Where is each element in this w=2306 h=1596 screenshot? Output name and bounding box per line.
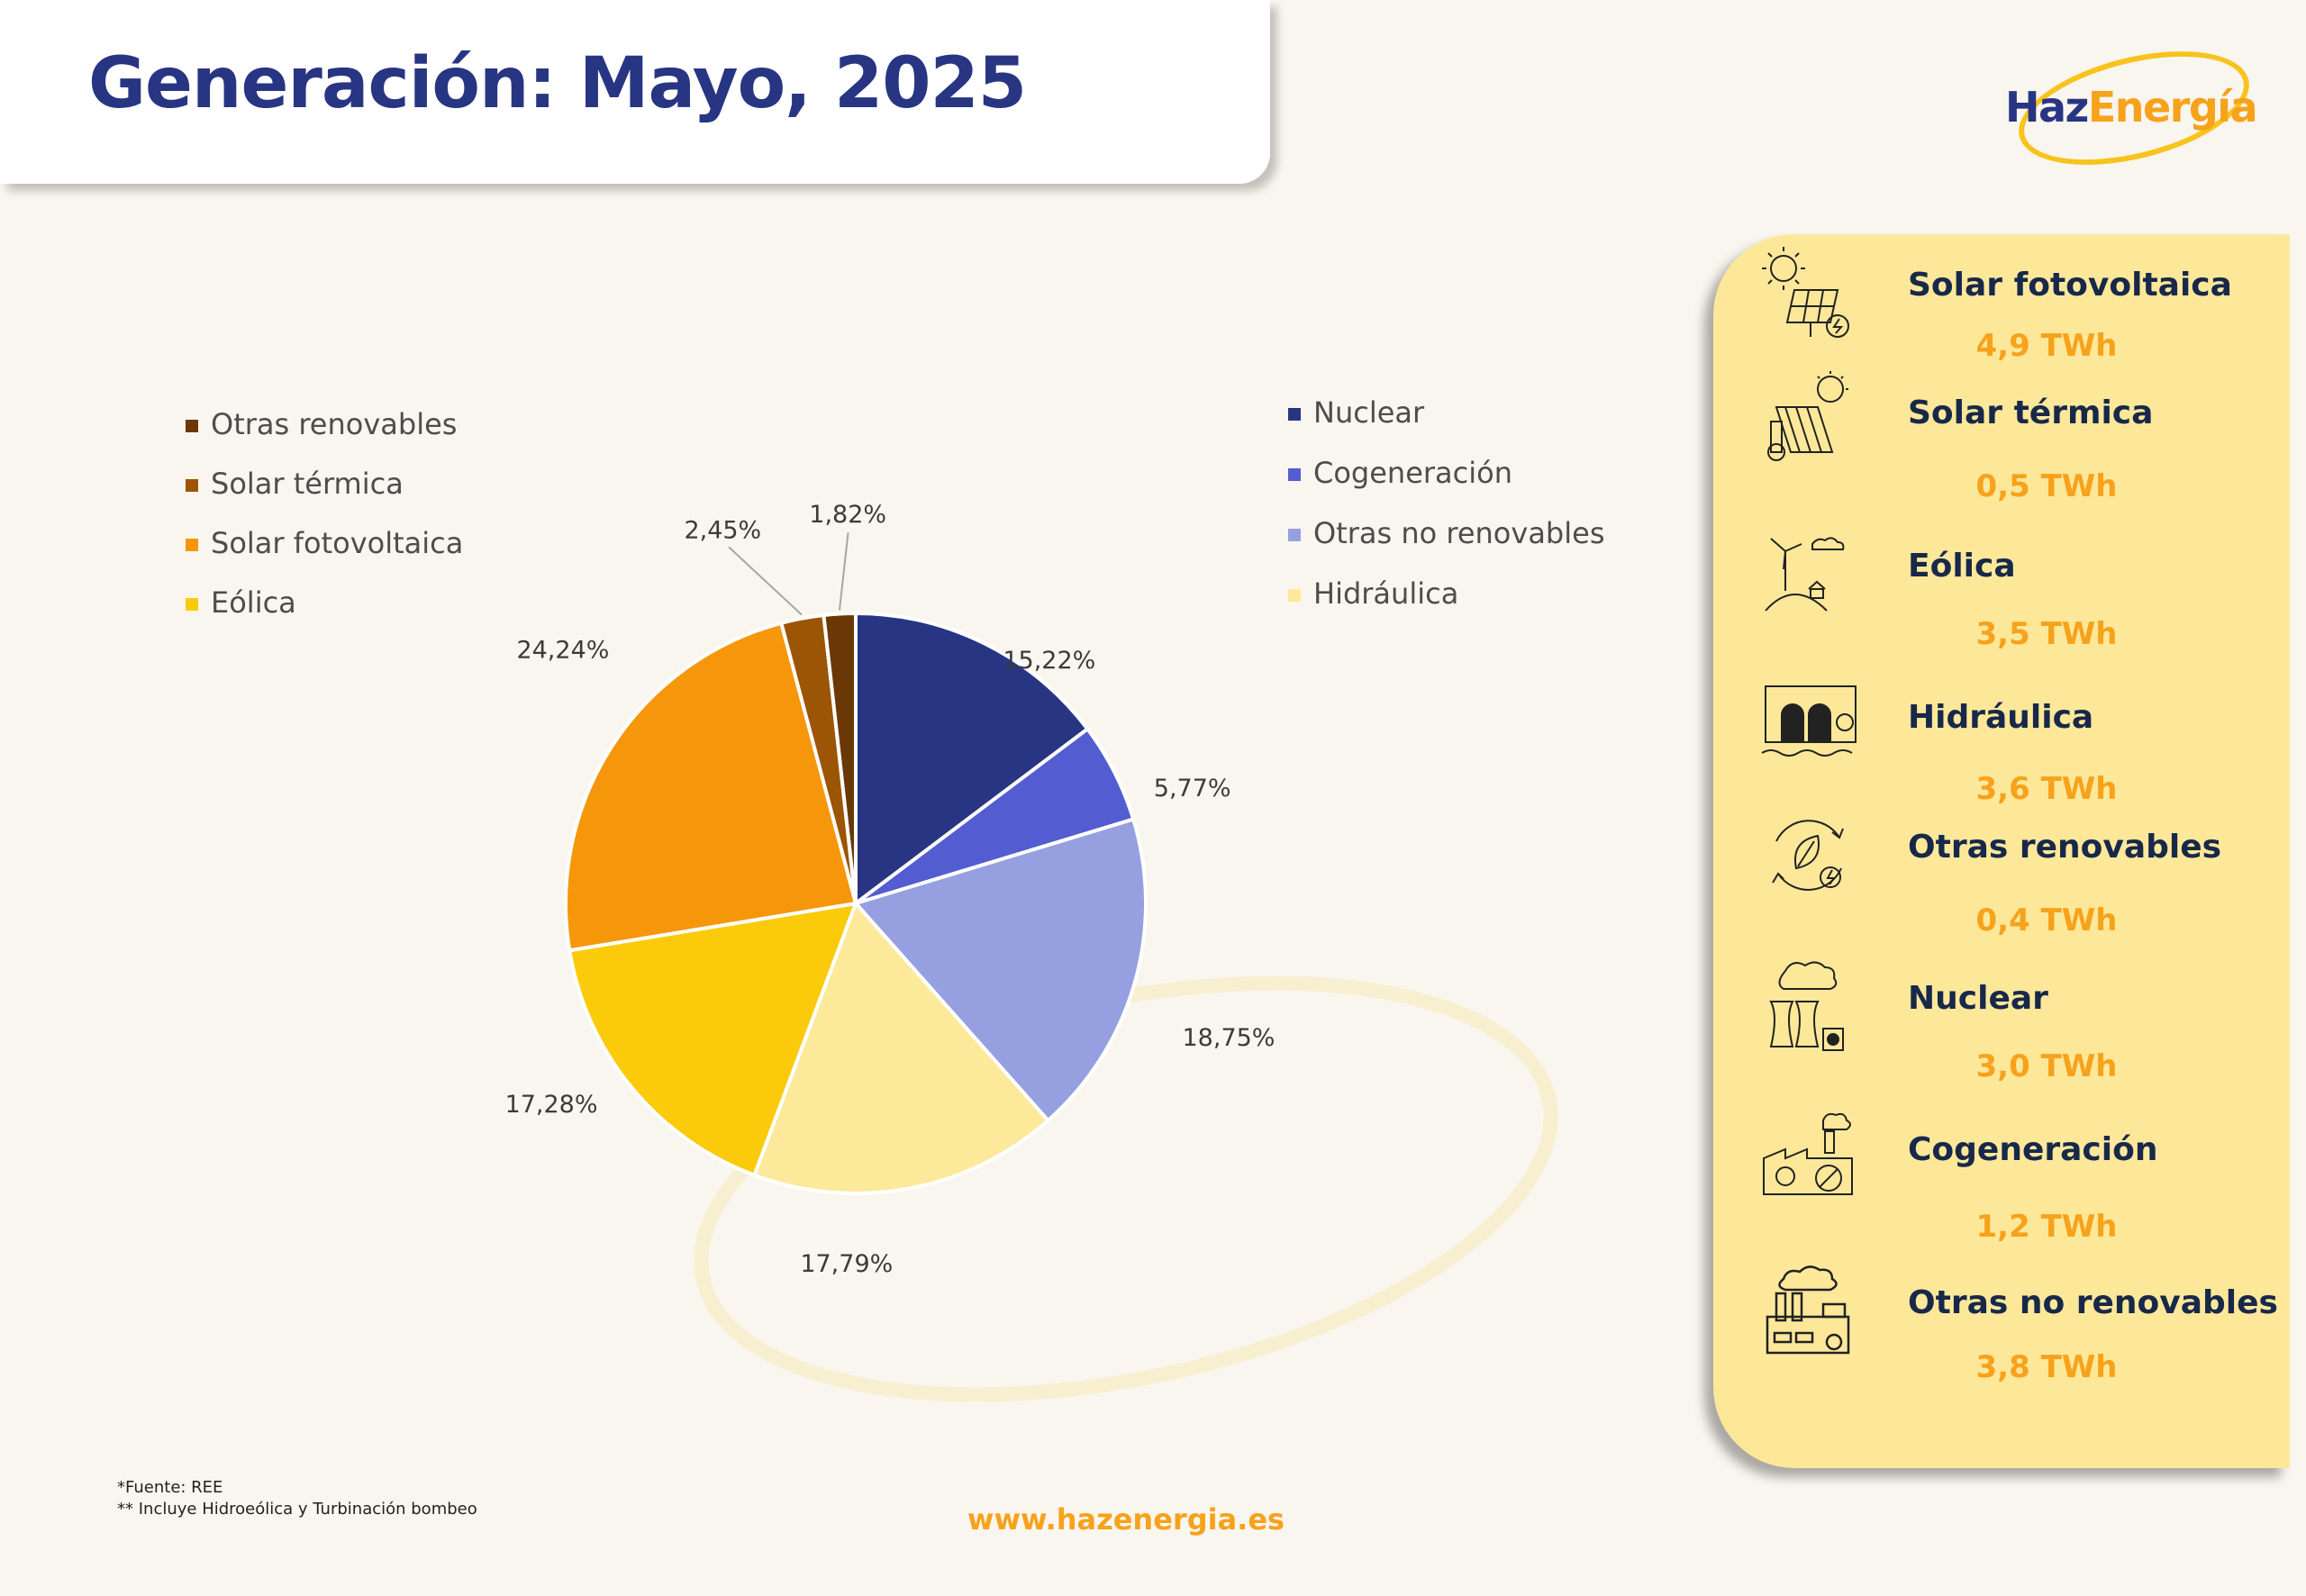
- legend-item-otras-renovables: Otras renovables: [186, 406, 457, 442]
- panel-value: 4,9 TWh: [1975, 328, 2118, 364]
- panel-name: Hidráulica: [1908, 699, 2094, 736]
- website-link[interactable]: www.hazenergia.es: [967, 1502, 1285, 1537]
- legend-item-solar-fotovoltaica: Solar fotovoltaica: [186, 525, 463, 561]
- solar-panel-icon: [1762, 247, 1849, 338]
- panel-name: Nuclear: [1908, 980, 2048, 1017]
- slice-label-hidraulica: 17,79%: [800, 1250, 893, 1278]
- panel-name: Otras renovables: [1908, 829, 2222, 866]
- pie-slice-eolica: [567, 902, 858, 1177]
- panel-name: Otras no renovables: [1908, 1284, 2278, 1321]
- hydro-dam-icon: [1761, 685, 1857, 757]
- legend-label: Otras no renovables: [1313, 516, 1605, 550]
- pie-slice-otras-renovables: [822, 612, 858, 905]
- panel-item-solar-termica: Solar térmica 0,5 TWh: [1713, 362, 2290, 504]
- leader-line-otras-renovables: [838, 531, 849, 611]
- panel-item-eolica: Eólica 3,5 TWh: [1713, 515, 2290, 652]
- legend-item-eolica: Eólica: [186, 585, 296, 621]
- panel-name: Cogeneración: [1908, 1131, 2158, 1168]
- hazenergia-logo: HazEnergía: [2000, 30, 2261, 186]
- slice-label-solar-termica: 2,45%: [684, 517, 761, 545]
- slice-label-eolica: 17,28%: [505, 1091, 598, 1119]
- generation-summary-panel: Solar fotovoltaica 4,9 TWh Solar térmica…: [1713, 234, 2290, 1468]
- solar-thermal-icon: [1767, 371, 1848, 461]
- nuclear-plant-icon: [1769, 961, 1844, 1051]
- panel-value: 3,8 TWh: [1975, 1349, 2118, 1385]
- legend-label: Solar fotovoltaica: [211, 526, 464, 560]
- slice-labels: 15,22% 5,77% 18,75% 17,79% 17,28% 24,24% 2,45%…: [505, 501, 1276, 1278]
- pie-slice-solar-fotovoltaica: [564, 621, 858, 953]
- logo-text-energia: Energía: [2087, 83, 2258, 131]
- panel-item-otras-renovables: Otras renovables 0,4 TWh: [1713, 796, 2290, 939]
- cogeneration-icon: [1763, 1112, 1853, 1195]
- legend-item-hidraulica: Hidráulica: [1288, 576, 1458, 612]
- panel-item-otras-no-renovables: Otras no renovables 3,8 TWh: [1713, 1252, 2290, 1387]
- footnote-source: *Fuente: REE: [117, 1478, 223, 1497]
- slice-label-cogeneracion: 5,77%: [1154, 775, 1231, 803]
- footnotes: *Fuente: REE ** Incluye Hidroeólica y Tu…: [117, 1477, 477, 1520]
- panel-item-nuclear: Nuclear 3,0 TWh: [1713, 948, 2290, 1084]
- page-title: Generación: Mayo, 2025: [88, 43, 1027, 124]
- legend-swatch: [1288, 529, 1301, 541]
- panel-item-solar-fotovoltaica: Solar fotovoltaica 4,9 TWh: [1713, 234, 2290, 369]
- recycle-leaf-icon: [1772, 820, 1844, 891]
- title-card: Generación: Mayo, 2025: [0, 0, 1270, 184]
- footnote-hydro: ** Incluye Hidroeólica y Turbinación bom…: [117, 1500, 477, 1519]
- legend-item-otras-no-renovables: Otras no renovables: [1288, 515, 1604, 551]
- legend-swatch: [186, 539, 198, 551]
- slice-label-nuclear: 15,22%: [1003, 647, 1095, 675]
- legend-label: Solar térmica: [211, 467, 404, 501]
- logo-text-haz: Haz: [2005, 83, 2089, 131]
- panel-value: 1,2 TWh: [1975, 1209, 2118, 1245]
- legend-label: Hidráulica: [1313, 576, 1459, 611]
- legend-label: Nuclear: [1313, 395, 1425, 430]
- panel-name: Solar fotovoltaica: [1908, 267, 2232, 304]
- panel-name: Eólica: [1908, 548, 2016, 585]
- legend-swatch: [186, 598, 198, 611]
- slice-label-otras-no-renovables: 18,75%: [1183, 1024, 1276, 1052]
- leader-line-solar-termica: [728, 546, 803, 616]
- legend-swatch: [1288, 468, 1301, 481]
- legend-label: Cogeneración: [1313, 456, 1512, 490]
- legend-swatch: [1288, 408, 1301, 421]
- legend-label: Eólica: [211, 585, 296, 620]
- leader-lines: [728, 531, 849, 616]
- panel-value: 3,0 TWh: [1975, 1048, 2118, 1084]
- pie-slices: [564, 612, 1148, 1195]
- legend-swatch: [186, 479, 198, 492]
- panel-item-hidraulica: Hidráulica 3,6 TWh: [1713, 667, 2290, 807]
- panel-name: Solar térmica: [1908, 394, 2154, 431]
- slice-label-otras-renovables: 1,82%: [809, 501, 886, 529]
- panel-value: 0,5 TWh: [1975, 468, 2118, 504]
- legend-item-solar-termica: Solar térmica: [186, 466, 404, 502]
- panel-item-cogeneracion: Cogeneración 1,2 TWh: [1713, 1099, 2290, 1245]
- panel-value: 0,4 TWh: [1975, 902, 2118, 939]
- pie-slice-nuclear: [854, 612, 1090, 905]
- legend-label: Otras renovables: [211, 407, 458, 441]
- legend-swatch: [1288, 589, 1301, 602]
- pie-slice-hidraulica: [752, 902, 1050, 1195]
- logo-text: HazEnergía: [2005, 83, 2258, 131]
- panel-value: 3,6 TWh: [1975, 771, 2118, 807]
- wind-turbine-icon: [1765, 537, 1845, 612]
- legend-swatch: [186, 420, 198, 432]
- panel-value: 3,5 TWh: [1975, 616, 2118, 652]
- factory-icon: [1766, 1265, 1850, 1355]
- legend-item-nuclear: Nuclear: [1288, 394, 1424, 431]
- slice-label-solar-fotovoltaica: 24,24%: [516, 637, 609, 665]
- legend-item-cogeneracion: Cogeneración: [1288, 455, 1512, 491]
- pie-slice-otras-no-renovables: [854, 817, 1148, 1123]
